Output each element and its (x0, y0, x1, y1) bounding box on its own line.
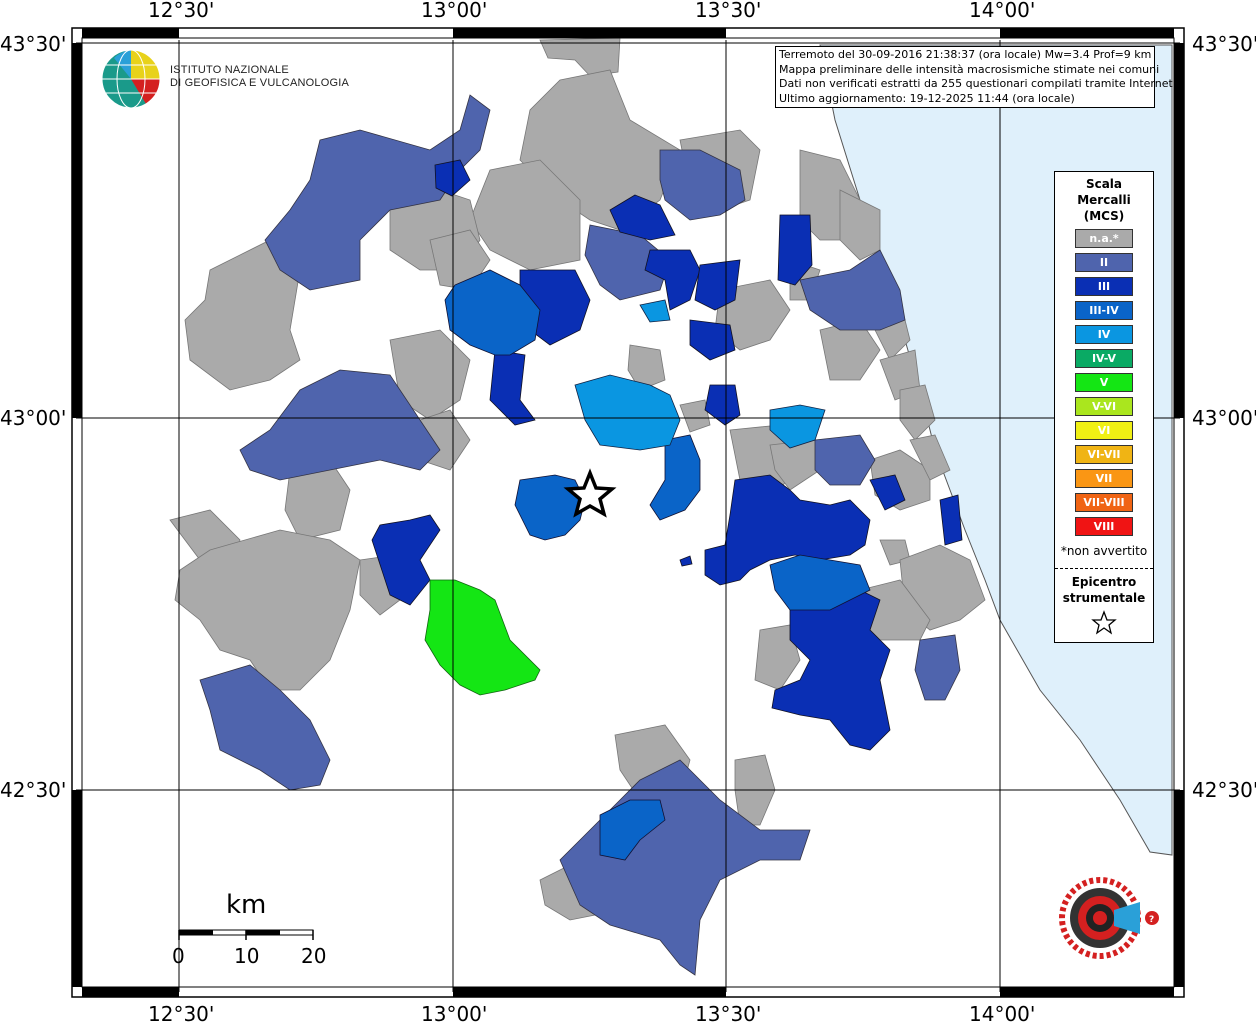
event-info-line4: Ultimo aggiornamento: 19-12-2025 11:44 (… (779, 91, 1075, 105)
lat-label-left-3: 42°30' (0, 778, 67, 802)
legend-item: VI-VII (1075, 445, 1133, 464)
municipalities-IV (574, 299, 826, 451)
lat-label-left-1: 43°30' (0, 32, 67, 56)
lon-label-bottom-1: 12°30' (148, 1002, 215, 1026)
ingv-name-line1: ISTITUTO NAZIONALE (170, 64, 289, 76)
legend-separator (1055, 568, 1153, 569)
legend-epicenter-line2: strumentale (1062, 591, 1146, 605)
legend-item: III (1075, 277, 1133, 296)
lat-label-left-2: 43°00' (0, 406, 67, 430)
lon-label-top-4: 14°00' (969, 0, 1036, 22)
lon-label-top-1: 12°30' (148, 0, 215, 22)
legend-item: V-VI (1075, 397, 1133, 416)
event-info-line3: Dati non verificati estratti da 255 ques… (779, 77, 1177, 90)
legend-item: VII-VIII (1075, 493, 1133, 512)
ingv-name: ISTITUTO NAZIONALE DI GEOFISICA E VULCAN… (170, 64, 349, 90)
municipalities-V (424, 579, 541, 696)
lat-label-right-3: 42°30' (1192, 778, 1256, 802)
legend-note: *non avvertito (1060, 544, 1148, 558)
legend-star-icon (1091, 610, 1117, 635)
legend-title-line1: Scala (1085, 177, 1123, 191)
legend-epicenter-label: Epicentro strumentale (1055, 574, 1153, 606)
scale-tick-10: 10 (234, 944, 260, 968)
legend-item: IV-V (1075, 349, 1133, 368)
event-info-box: Terremoto del 30-09-2016 21:38:37 (ora l… (775, 46, 1177, 108)
ingv-name-line2: DI GEOFISICA E VULCANOLOGIA (170, 77, 349, 89)
municipalities-III-IV (444, 269, 871, 861)
mcs-legend: Scala Mercalli (MCS) n.a.* II III III-IV IV I… (1054, 171, 1154, 643)
legend-item: IV (1075, 325, 1133, 344)
lon-label-bottom-3: 13°30' (695, 1002, 762, 1026)
legend-item: n.a.* (1075, 229, 1133, 248)
legend-item: V (1075, 373, 1133, 392)
legend-title-line2: Mercalli (1077, 193, 1131, 207)
lat-label-right-2: 43°00' (1192, 406, 1256, 430)
legend-item: VII (1075, 469, 1133, 488)
legend-epicenter-line1: Epicentro (1071, 575, 1137, 589)
scale-tick-0: 0 (172, 944, 185, 968)
legend-title-line3: (MCS) (1083, 209, 1125, 223)
municipalities-na (169, 37, 986, 921)
lon-label-top-2: 13°00' (421, 0, 488, 22)
lon-label-bottom-2: 13°00' (421, 1002, 488, 1026)
legend-item: II (1075, 253, 1133, 272)
svg-text:?: ? (1149, 915, 1154, 925)
legend-item: III-IV (1075, 301, 1133, 320)
graticule (76, 40, 1180, 992)
map-frame (71, 27, 1185, 998)
lat-label-right-1: 43°30' (1192, 32, 1256, 56)
event-info-line1: Terremoto del 30-09-2016 21:38:37 (ora l… (779, 48, 1152, 61)
municipalities-III (371, 159, 963, 751)
legend-title: Scala Mercalli (MCS) (1055, 176, 1153, 224)
haisentito-logo-icon: ? (1059, 877, 1159, 959)
event-info-line2: Mappa preliminare delle intensità macros… (779, 62, 1160, 76)
scale-tick-20: 20 (301, 944, 327, 968)
legend-item: VI (1075, 421, 1133, 440)
lon-label-top-3: 13°30' (695, 0, 762, 22)
scale-bar (178, 929, 314, 940)
scale-unit: km (226, 890, 267, 920)
legend-item: VIII (1075, 517, 1133, 536)
epicenter-star-icon (563, 468, 617, 518)
lon-label-bottom-4: 14°00' (969, 1002, 1036, 1026)
ingv-globe-icon (101, 49, 161, 109)
municipalities-II (199, 94, 961, 976)
